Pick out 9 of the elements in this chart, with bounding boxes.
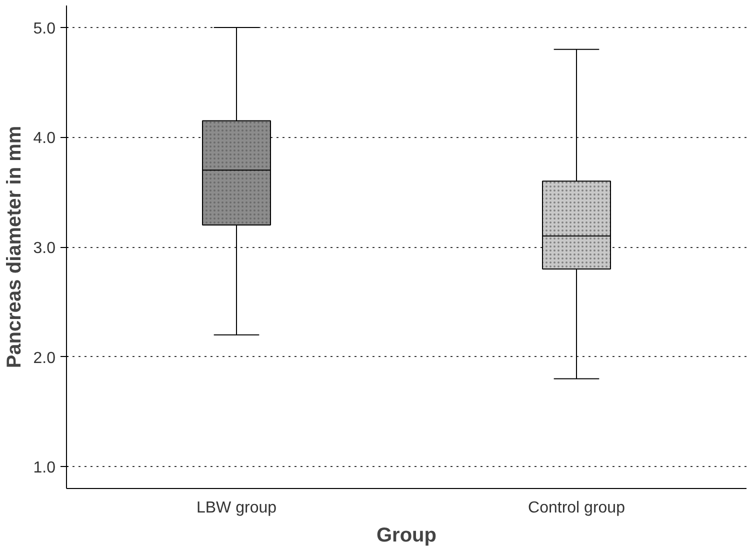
y-tick-label: 1.0 [33, 460, 56, 477]
y-axis-title: Pancreas diameter in mm [3, 126, 26, 368]
y-tick-label: 2.0 [33, 350, 56, 367]
y-tick-label: 3.0 [33, 240, 56, 257]
y-tick-label: 4.0 [33, 130, 56, 148]
x-axis-title: Group [376, 524, 437, 546]
x-tick-label: LBW group [196, 500, 277, 516]
y-tick-label: 5.0 [33, 20, 56, 38]
x-tick-label: Control group [528, 500, 626, 516]
